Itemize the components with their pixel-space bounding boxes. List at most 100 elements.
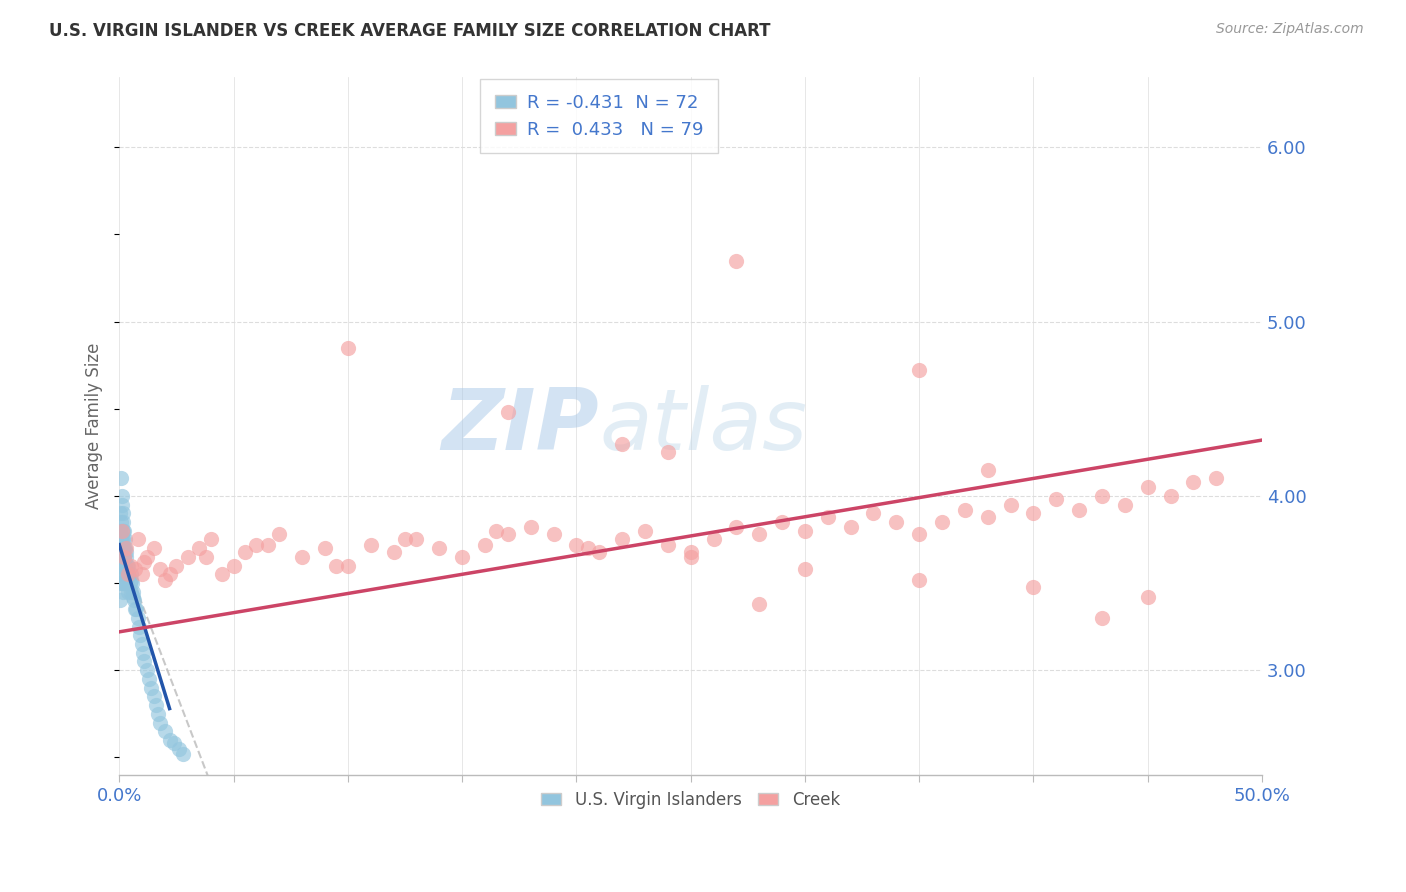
Point	[127, 611, 149, 625]
Point	[405, 533, 427, 547]
Point	[1160, 489, 1182, 503]
Point	[1045, 492, 1067, 507]
Point	[120, 558, 142, 573]
Point	[117, 567, 139, 582]
Point	[110, 524, 132, 538]
Point	[122, 590, 145, 604]
Point	[1182, 475, 1205, 489]
Point	[127, 533, 149, 547]
Point	[122, 584, 145, 599]
Point	[110, 506, 132, 520]
Point	[135, 663, 157, 677]
Point	[114, 533, 136, 547]
Point	[725, 253, 748, 268]
Point	[702, 533, 724, 547]
Point	[112, 515, 135, 529]
Point	[977, 509, 1000, 524]
Point	[111, 533, 134, 547]
Point	[165, 558, 187, 573]
Point	[110, 524, 132, 538]
Point	[610, 436, 633, 450]
Point	[131, 567, 153, 582]
Point	[145, 698, 167, 712]
Point	[725, 520, 748, 534]
Point	[886, 515, 908, 529]
Point	[1114, 498, 1136, 512]
Text: atlas: atlas	[599, 384, 807, 467]
Point	[138, 672, 160, 686]
Point	[159, 567, 181, 582]
Point	[110, 576, 132, 591]
Point	[122, 593, 145, 607]
Point	[114, 558, 136, 573]
Point	[543, 527, 565, 541]
Point	[110, 593, 132, 607]
Point	[111, 498, 134, 512]
Point	[112, 549, 135, 564]
Point	[142, 541, 165, 556]
Point	[117, 558, 139, 573]
Point	[748, 527, 770, 541]
Point	[474, 538, 496, 552]
Text: Source: ZipAtlas.com: Source: ZipAtlas.com	[1216, 22, 1364, 37]
Point	[336, 558, 359, 573]
Point	[135, 549, 157, 564]
Point	[908, 573, 931, 587]
Point	[222, 558, 245, 573]
Point	[159, 733, 181, 747]
Point	[770, 515, 793, 529]
Point	[817, 509, 839, 524]
Point	[125, 602, 148, 616]
Point	[1022, 580, 1045, 594]
Point	[110, 567, 132, 582]
Point	[112, 524, 135, 538]
Point	[110, 524, 132, 538]
Point	[112, 549, 135, 564]
Point	[111, 541, 134, 556]
Point	[679, 549, 702, 564]
Point	[149, 562, 172, 576]
Point	[120, 573, 142, 587]
Point	[200, 533, 222, 547]
Point	[110, 541, 132, 556]
Point	[146, 706, 169, 721]
Point	[1091, 611, 1114, 625]
Point	[233, 544, 256, 558]
Point	[110, 558, 132, 573]
Point	[167, 741, 190, 756]
Point	[110, 533, 132, 547]
Point	[134, 655, 156, 669]
Point	[394, 533, 416, 547]
Point	[112, 576, 135, 591]
Point	[118, 576, 141, 591]
Point	[120, 567, 142, 582]
Point	[115, 567, 138, 582]
Point	[149, 715, 172, 730]
Point	[111, 549, 134, 564]
Point	[121, 576, 143, 591]
Point	[117, 567, 139, 582]
Point	[748, 597, 770, 611]
Legend: U.S. Virgin Islanders, Creek: U.S. Virgin Islanders, Creek	[534, 784, 846, 815]
Point	[908, 527, 931, 541]
Point	[132, 646, 155, 660]
Point	[1022, 506, 1045, 520]
Point	[211, 567, 233, 582]
Point	[153, 724, 176, 739]
Point	[111, 567, 134, 582]
Point	[519, 520, 541, 534]
Point	[291, 549, 314, 564]
Point	[657, 538, 679, 552]
Point	[427, 541, 450, 556]
Point	[124, 562, 146, 576]
Point	[117, 558, 139, 573]
Point	[496, 527, 519, 541]
Point	[314, 541, 336, 556]
Point	[114, 541, 136, 556]
Point	[110, 576, 132, 591]
Y-axis label: Average Family Size: Average Family Size	[86, 343, 103, 509]
Point	[977, 463, 1000, 477]
Point	[172, 747, 194, 761]
Point	[142, 690, 165, 704]
Point	[128, 628, 150, 642]
